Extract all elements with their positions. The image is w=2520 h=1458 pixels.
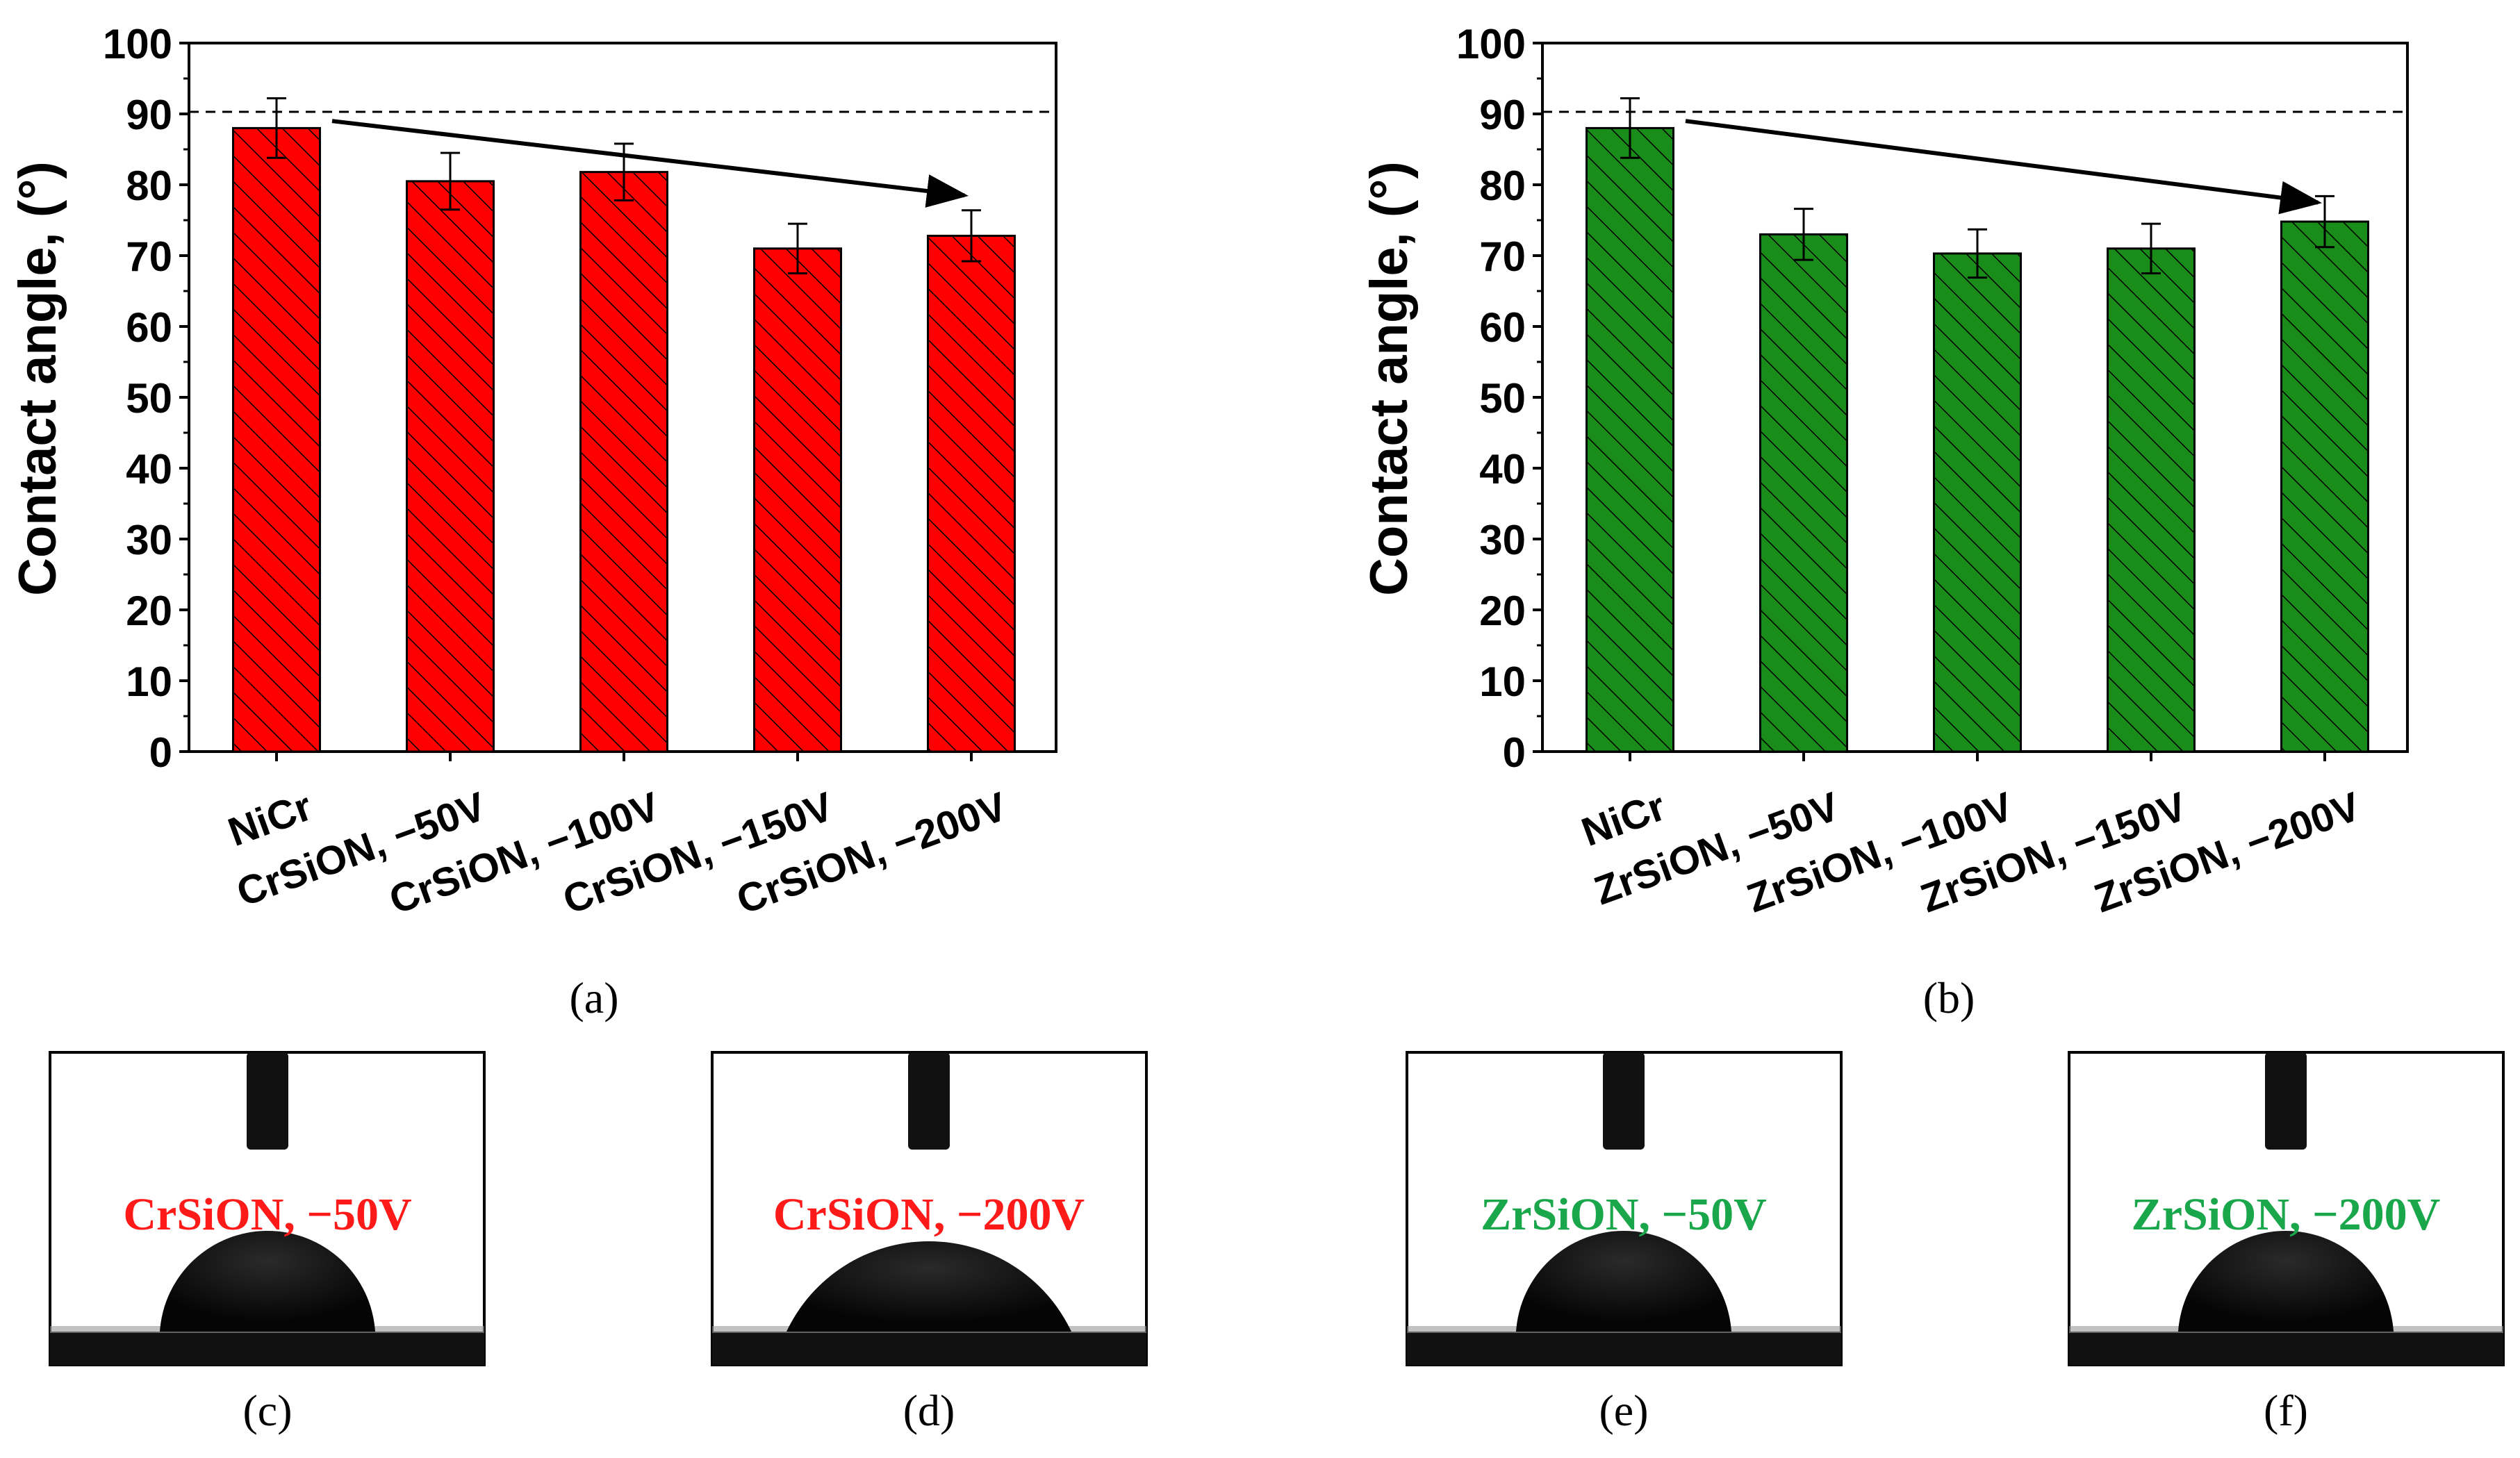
photo-caption: ZrSiON, −50V — [1481, 1189, 1767, 1240]
bar — [753, 247, 842, 753]
y-tick-label: 40 — [126, 446, 172, 492]
droplet — [2178, 1231, 2394, 1332]
y-tick-label: 90 — [1479, 92, 1526, 138]
y-tick-label: 50 — [1479, 375, 1526, 422]
panel-label-f: (f) — [2264, 1386, 2308, 1435]
y-axis-label-a: Contact angle, (°) — [8, 161, 67, 596]
x-tick-label: NiCr — [222, 784, 318, 855]
droplet-photo-e: ZrSiON, −50V — [1406, 1051, 1843, 1366]
y-tick-label: 80 — [126, 163, 172, 209]
droplet — [787, 1241, 1071, 1332]
error-bar — [614, 142, 634, 201]
error-bar — [788, 222, 807, 274]
panel-label-b: (b) — [1923, 973, 1975, 1022]
photo-caption: ZrSiON, −200V — [2132, 1189, 2441, 1240]
droplet — [1516, 1231, 1731, 1332]
bar — [927, 234, 1016, 753]
y-tick-label: 40 — [1479, 446, 1526, 492]
y-tick-label: 10 — [126, 658, 172, 705]
bar — [1933, 252, 2022, 753]
bars-b — [1586, 126, 2369, 753]
substrate — [2069, 1332, 2503, 1365]
y-tick-label: 30 — [1479, 517, 1526, 563]
substrate — [712, 1332, 1146, 1365]
y-tick-label: 20 — [126, 588, 172, 634]
error-bar — [440, 151, 460, 211]
needle — [2265, 1052, 2307, 1150]
error-bar — [1968, 228, 1987, 279]
needle — [247, 1052, 288, 1150]
error-bar — [267, 97, 286, 159]
error-bars-a — [267, 97, 981, 274]
bar — [2280, 220, 2369, 753]
y-tick-label: 60 — [126, 304, 172, 351]
y-tick-label: 90 — [126, 92, 172, 138]
y-tick-label: 10 — [1479, 658, 1526, 705]
y-tick-label: 0 — [149, 729, 172, 776]
photo-caption: CrSiON, −50V — [123, 1189, 411, 1240]
bar — [2107, 247, 2196, 753]
y-axis-a: 0 10 20 30 40 50 60 70 80 90 100 — [103, 21, 189, 776]
droplet-photo-d: CrSiON, −200V — [711, 1051, 1148, 1366]
droplet — [160, 1230, 375, 1332]
error-bar — [1794, 208, 1813, 261]
y-tick-label: 60 — [1479, 304, 1526, 351]
y-tick-label: 30 — [126, 517, 172, 563]
error-bars-b — [1620, 97, 2334, 279]
y-axis-b: 0 10 20 30 40 50 60 70 80 90 100 — [1456, 21, 1542, 776]
bar — [579, 171, 668, 753]
needle — [1603, 1052, 1645, 1150]
droplet-photo-f: ZrSiON, −200V — [2068, 1051, 2505, 1366]
y-axis-label-b: Contact angle, (°) — [1360, 161, 1419, 596]
x-tick-label: NiCr — [1576, 784, 1671, 855]
y-tick-label: 70 — [126, 233, 172, 280]
panel-label-d: (d) — [903, 1386, 955, 1435]
bar — [232, 126, 321, 753]
y-tick-label: 100 — [1456, 21, 1526, 67]
error-bar — [962, 209, 981, 263]
y-tick-label: 20 — [1479, 588, 1526, 634]
trend-arrow-a — [331, 119, 969, 208]
panel-label-a: (a) — [569, 973, 618, 1022]
bar — [406, 180, 495, 753]
trend-arrow-line — [331, 119, 969, 208]
bar — [1759, 233, 1848, 753]
substrate — [1407, 1332, 1841, 1365]
needle — [908, 1052, 950, 1150]
y-tick-label: 0 — [1503, 729, 1526, 776]
panel-label-c: (c) — [242, 1386, 292, 1435]
panel-label-e: (e) — [1599, 1386, 1648, 1435]
y-tick-label: 70 — [1479, 233, 1526, 280]
error-bar — [2141, 222, 2161, 274]
trend-arrow-b — [1685, 119, 2322, 215]
photo-caption: CrSiON, −200V — [773, 1189, 1085, 1240]
bars-a — [232, 126, 1016, 753]
droplet-photo-c: CrSiON, −50V — [49, 1051, 486, 1366]
y-tick-label: 50 — [126, 375, 172, 422]
y-tick-label: 80 — [1479, 163, 1526, 209]
droplet-photos: CrSiON, −50V (c) CrSiON, −200V (d) ZrSiON, −… — [49, 1051, 2505, 1435]
bar — [1586, 126, 1674, 753]
y-tick-label: 100 — [103, 21, 172, 67]
error-bar — [1620, 97, 1640, 159]
substrate — [50, 1332, 484, 1365]
trend-arrow-line — [1685, 119, 2322, 215]
